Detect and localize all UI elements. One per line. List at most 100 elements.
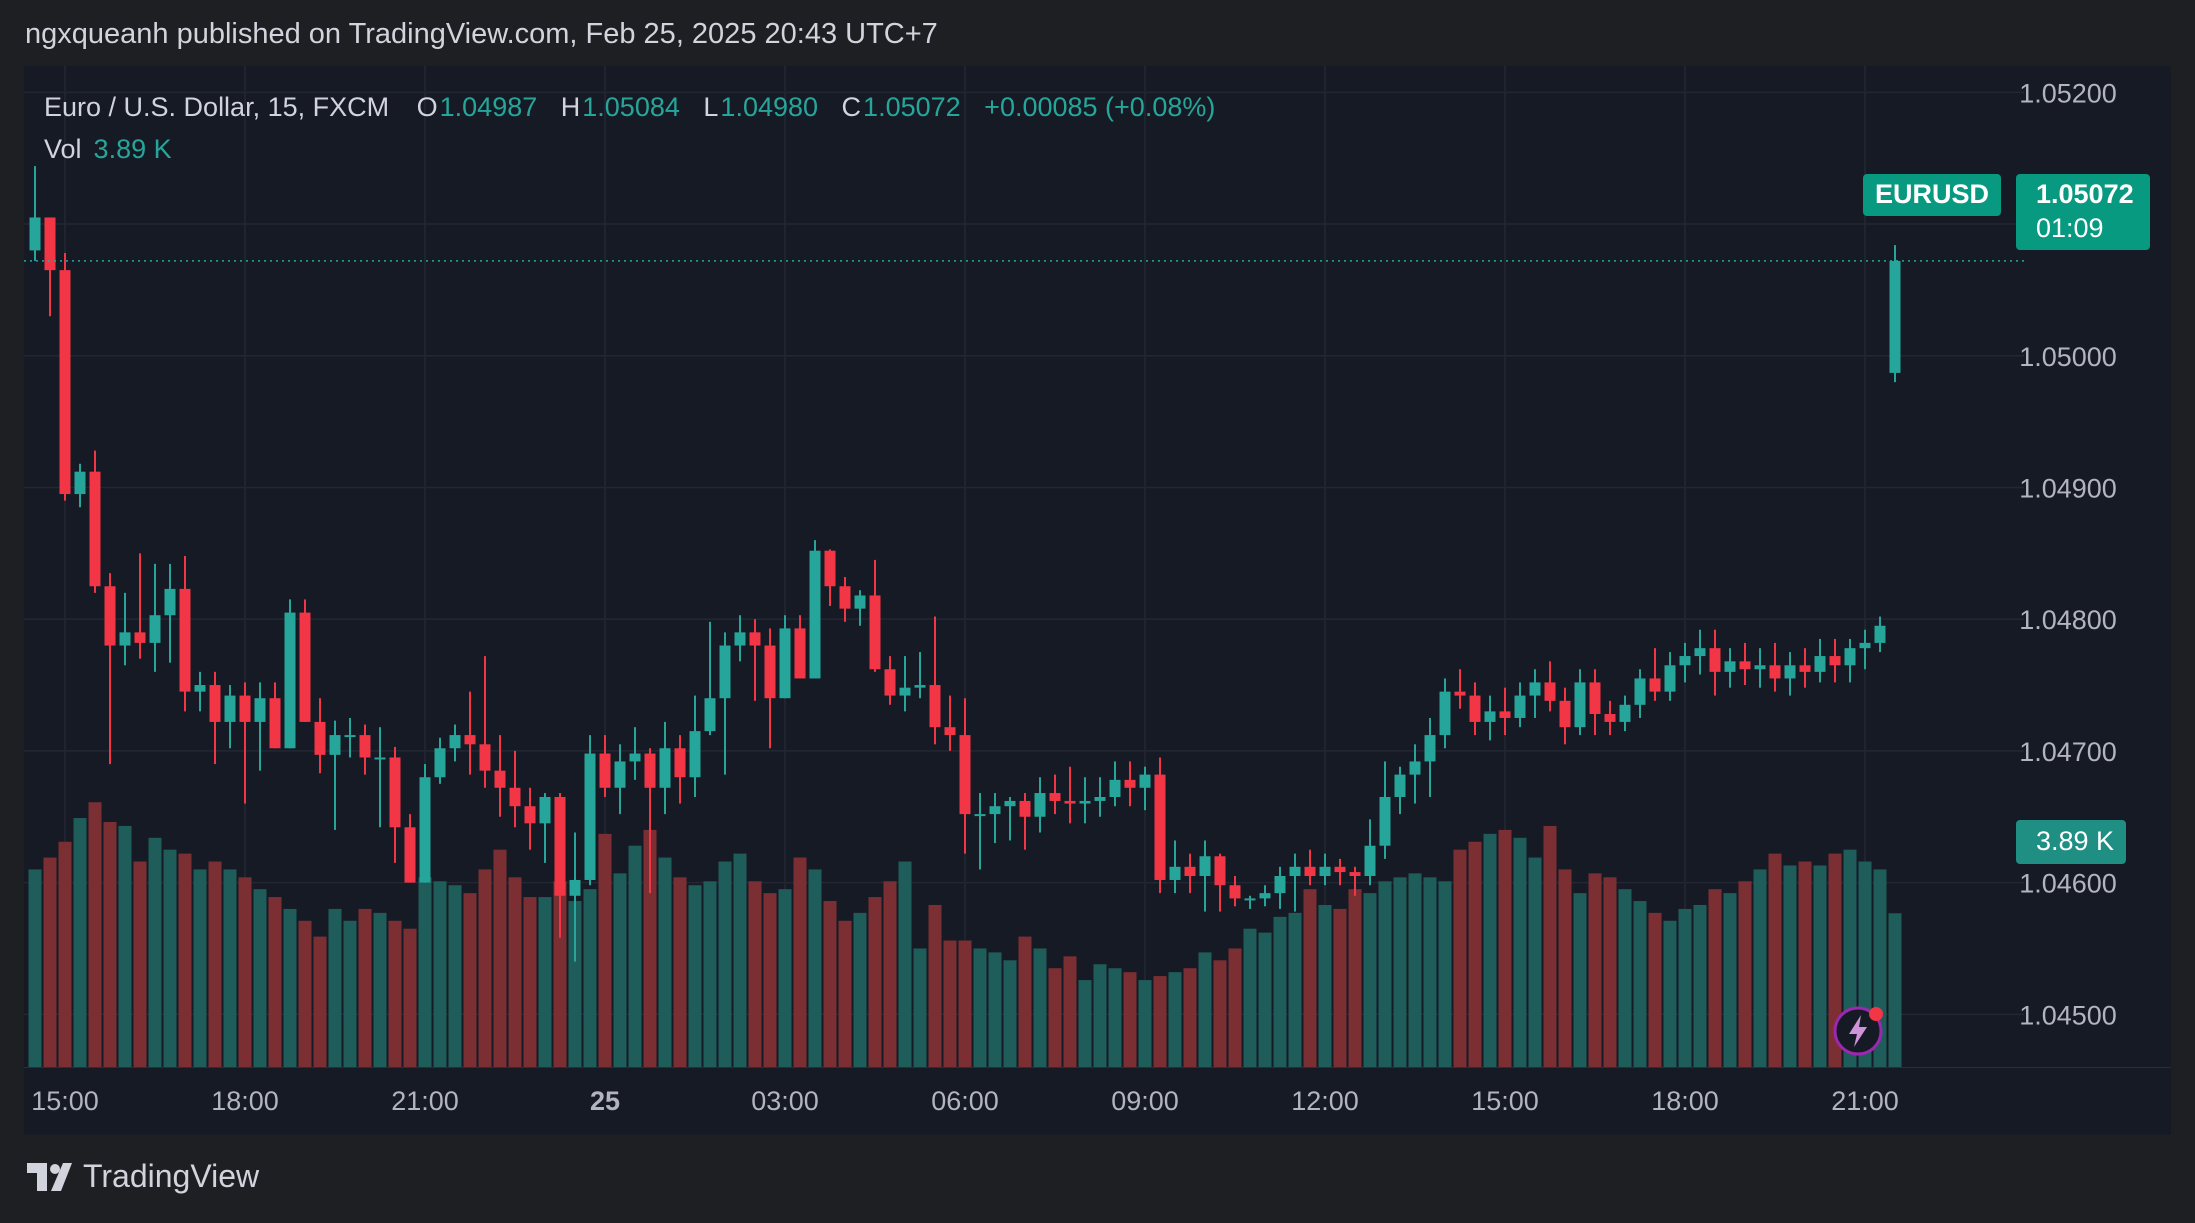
volume-bar xyxy=(1603,877,1617,1067)
volume-bar xyxy=(1228,948,1242,1067)
candle-body xyxy=(1514,695,1526,718)
candle-body xyxy=(1334,866,1346,873)
candle-body xyxy=(1424,735,1436,762)
candle-body xyxy=(434,748,446,778)
price-chart[interactable]: 1.052001.051001.050001.049001.048001.047… xyxy=(24,66,2171,1135)
lightning-icon[interactable] xyxy=(1832,1005,1884,1057)
candle-body xyxy=(1349,872,1361,877)
volume-bar xyxy=(1723,893,1737,1067)
candle-body xyxy=(209,685,221,722)
candle-body xyxy=(1139,774,1151,788)
candle-body xyxy=(734,632,746,646)
volume-bar xyxy=(568,901,582,1067)
candle-body xyxy=(554,796,566,896)
volume-bar xyxy=(1213,960,1227,1067)
volume-bar xyxy=(913,948,927,1067)
candle-body xyxy=(1184,866,1196,877)
volume-bar xyxy=(1588,873,1602,1067)
volume-bar xyxy=(463,893,477,1067)
volume-bar xyxy=(298,920,312,1067)
time-tick-label: 03:00 xyxy=(751,1086,819,1116)
volume-bar xyxy=(1393,877,1407,1067)
volume-bar xyxy=(1693,904,1707,1067)
volume-bar xyxy=(598,833,612,1067)
volume-bar xyxy=(988,952,1002,1067)
candle-body xyxy=(1124,779,1136,788)
candle-body xyxy=(1739,661,1751,670)
candle-body xyxy=(1409,761,1421,775)
candle-body xyxy=(599,753,611,788)
volume-bar xyxy=(418,877,432,1067)
volume-bar xyxy=(658,857,672,1067)
volume-bar xyxy=(748,881,762,1067)
candle-body xyxy=(1544,682,1556,701)
volume-bar xyxy=(328,908,342,1067)
candle-body xyxy=(404,827,416,883)
volume-bar xyxy=(1618,889,1632,1067)
candle-body xyxy=(1664,665,1676,692)
volume-bar xyxy=(1093,964,1107,1067)
volume-bar xyxy=(1738,881,1752,1067)
candle-body xyxy=(539,796,551,824)
candle-body xyxy=(1784,665,1796,679)
candle-body xyxy=(1154,774,1166,880)
chart-pane[interactable]: 1.052001.051001.050001.049001.048001.047… xyxy=(24,66,2171,1135)
candle-body xyxy=(479,744,491,771)
volume-bar xyxy=(1573,893,1587,1067)
volume-bar xyxy=(1078,980,1092,1067)
candle-body xyxy=(809,550,821,679)
volume-bar xyxy=(898,861,912,1067)
volume-bar xyxy=(958,940,972,1067)
volume-bar xyxy=(1423,877,1437,1067)
volume-bar xyxy=(853,912,867,1067)
volume-bar xyxy=(43,857,57,1067)
candle-body xyxy=(149,615,161,643)
volume-bar xyxy=(208,861,222,1067)
candle-body xyxy=(419,777,431,883)
volume-bar xyxy=(628,845,642,1067)
time-tick-label: 12:00 xyxy=(1291,1086,1359,1116)
symbol-legend: Euro / U.S. Dollar, 15, FXCM O1.04987 H1… xyxy=(44,86,1231,170)
volume-bar xyxy=(823,901,837,1067)
candle-body xyxy=(389,757,401,828)
time-tick-label: 09:00 xyxy=(1111,1086,1179,1116)
volume-bar xyxy=(478,869,492,1067)
volume-bar xyxy=(1183,968,1197,1067)
time-tick-label: 21:00 xyxy=(391,1086,459,1116)
candle-body xyxy=(374,757,386,760)
volume-bar xyxy=(1753,869,1767,1067)
volume-bar xyxy=(793,857,807,1067)
candles xyxy=(29,166,1901,962)
candle-body xyxy=(1319,866,1331,877)
volume-bar xyxy=(1288,912,1302,1067)
brand-footer[interactable]: TradingView xyxy=(25,1158,259,1195)
low-label: L xyxy=(703,92,719,122)
volume-bar xyxy=(373,912,387,1067)
change-value: +0.00085 (+0.08%) xyxy=(984,92,1216,122)
volume-bar xyxy=(253,889,267,1067)
candle-body xyxy=(1034,793,1046,817)
candle-body xyxy=(1304,866,1316,877)
volume-bar xyxy=(1138,980,1152,1067)
volume-bar xyxy=(448,885,462,1067)
candle-body xyxy=(839,586,851,609)
volume-bar xyxy=(508,877,522,1067)
volume-bar xyxy=(1678,908,1692,1067)
candle-body xyxy=(284,612,296,749)
volume-bar xyxy=(28,869,42,1067)
time-tick-label: 15:00 xyxy=(31,1086,99,1116)
volume-bar xyxy=(943,940,957,1067)
volume-bar xyxy=(718,861,732,1067)
low-value: 1.04980 xyxy=(720,92,819,122)
volume-bar xyxy=(538,897,552,1067)
candle-body xyxy=(1199,856,1211,877)
candle-body xyxy=(29,217,41,251)
time-axis: 15:00 18:00 21:00 25 03:00 06:00 09:00 12:00 15:… xyxy=(31,1086,1899,1116)
candle-body xyxy=(314,721,326,755)
candle-body xyxy=(74,471,86,495)
volume-bar xyxy=(73,818,87,1067)
symbol-title: Euro / U.S. Dollar, 15, FXCM xyxy=(44,92,390,122)
grid-lines xyxy=(24,66,2171,1068)
candle-body xyxy=(89,471,101,587)
candle-body xyxy=(1364,845,1376,877)
